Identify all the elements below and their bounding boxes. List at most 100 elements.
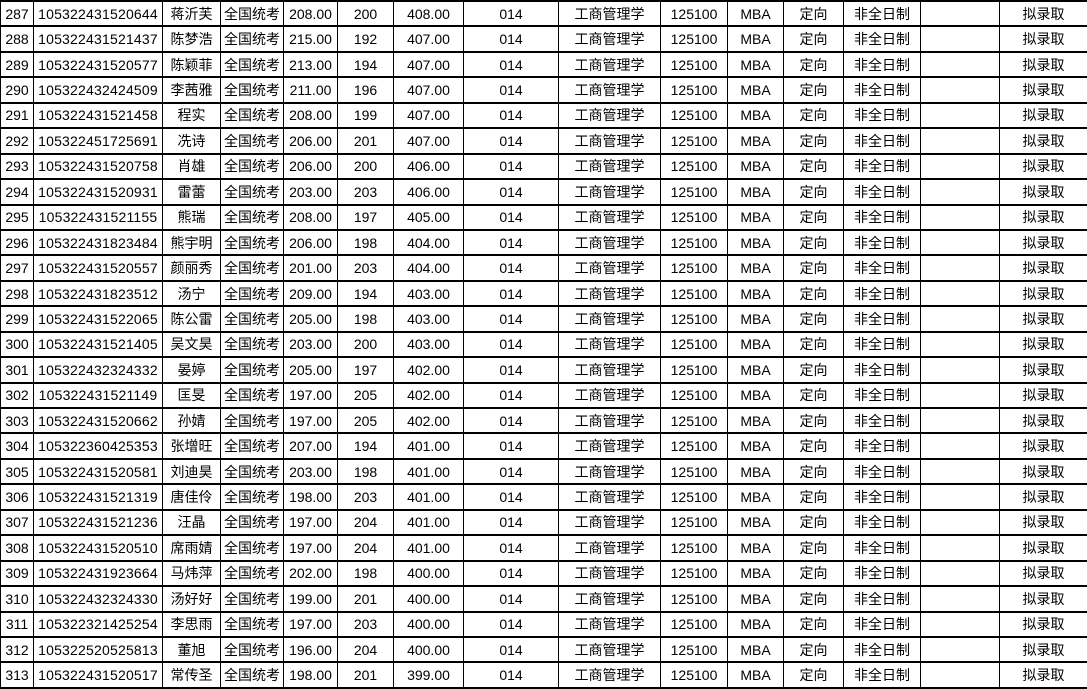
cell-total-score: 402.00 xyxy=(393,356,464,384)
cell-major-code: 125100 xyxy=(660,127,728,155)
cell-orientation: 定向 xyxy=(783,279,844,308)
cell-score-2: 197 xyxy=(337,356,394,384)
cell-total-score: 408.00 xyxy=(393,0,464,28)
cell-score-1: 198.00 xyxy=(283,661,338,689)
cell-name: 陈颖菲 xyxy=(162,50,221,79)
cell-candidate-id: 105322431520577 xyxy=(33,50,163,79)
cell-row-no: 291 xyxy=(0,101,34,130)
cell-row-no: 309 xyxy=(0,559,34,588)
cell-remark xyxy=(920,508,1000,537)
cell-dept-code: 014 xyxy=(463,279,559,308)
cell-dept-code: 014 xyxy=(463,661,559,689)
cell-exam-type: 全国统考 xyxy=(220,432,284,460)
cell-major-name: 工商管理学 xyxy=(558,101,661,130)
cell-score-1: 211.00 xyxy=(283,76,338,104)
cell-major-code: 125100 xyxy=(660,610,728,638)
cell-orientation: 定向 xyxy=(783,483,844,511)
table-row: 300 105322431521405 吴文昊 全国统考 203.00 200 403.00… xyxy=(0,330,1087,359)
cell-score-2: 201 xyxy=(337,127,394,155)
cell-orientation: 定向 xyxy=(783,534,844,562)
cell-orientation: 定向 xyxy=(783,610,844,638)
cell-row-no: 307 xyxy=(0,508,34,537)
cell-candidate-id: 105322431520931 xyxy=(33,178,163,206)
table-row: 305 105322431520581 刘迪昊 全国统考 203.00 198 401.00… xyxy=(0,457,1087,486)
cell-score-2: 205 xyxy=(337,381,394,410)
cell-major-name: 工商管理学 xyxy=(558,228,661,257)
cell-name: 汤好好 xyxy=(162,585,221,613)
cell-total-score: 404.00 xyxy=(393,228,464,257)
cell-study-mode: 非全日制 xyxy=(843,228,921,257)
cell-major-name: 工商管理学 xyxy=(558,559,661,588)
cell-row-no: 303 xyxy=(0,406,34,435)
cell-row-no: 310 xyxy=(0,585,34,613)
cell-major-name: 工商管理学 xyxy=(558,356,661,384)
cell-remark xyxy=(920,635,1000,664)
cell-candidate-id: 105322431520662 xyxy=(33,406,163,435)
cell-admission-status: 拟录取 xyxy=(999,279,1087,308)
cell-name: 熊瑞 xyxy=(162,203,221,231)
cell-orientation: 定向 xyxy=(783,635,844,664)
cell-exam-type: 全国统考 xyxy=(220,406,284,435)
cell-orientation: 定向 xyxy=(783,25,844,53)
cell-study-mode: 非全日制 xyxy=(843,661,921,689)
cell-major-name: 工商管理学 xyxy=(558,381,661,410)
cell-dept-code: 014 xyxy=(463,152,559,181)
cell-admission-status: 拟录取 xyxy=(999,76,1087,104)
cell-candidate-id: 105322451725691 xyxy=(33,127,163,155)
cell-row-no: 288 xyxy=(0,25,34,53)
table-row: 296 105322431823484 熊宇明 全国统考 206.00 198 404.00… xyxy=(0,228,1087,257)
cell-exam-type: 全国统考 xyxy=(220,50,284,79)
cell-candidate-id: 105322432324332 xyxy=(33,356,163,384)
cell-orientation: 定向 xyxy=(783,127,844,155)
cell-score-1: 203.00 xyxy=(283,457,338,486)
cell-major-code: 125100 xyxy=(660,0,728,28)
cell-major-code: 125100 xyxy=(660,585,728,613)
cell-major-code: 125100 xyxy=(660,203,728,231)
cell-row-no: 305 xyxy=(0,457,34,486)
cell-remark xyxy=(920,559,1000,588)
cell-candidate-id: 105322432424509 xyxy=(33,76,163,104)
cell-major-code: 125100 xyxy=(660,152,728,181)
table-row: 301 105322432324332 晏婷 全国统考 205.00 197 402.00 0… xyxy=(0,356,1087,384)
cell-name: 匡旻 xyxy=(162,381,221,410)
table-row: 304 105322360425353 张增旺 全国统考 207.00 194 401.00… xyxy=(0,432,1087,460)
cell-candidate-id: 105322431521319 xyxy=(33,483,163,511)
cell-score-2: 205 xyxy=(337,406,394,435)
cell-study-mode: 非全日制 xyxy=(843,483,921,511)
cell-exam-type: 全国统考 xyxy=(220,203,284,231)
cell-exam-type: 全国统考 xyxy=(220,635,284,664)
cell-exam-type: 全国统考 xyxy=(220,254,284,282)
cell-total-score: 399.00 xyxy=(393,661,464,689)
cell-dept-code: 014 xyxy=(463,610,559,638)
cell-name: 刘迪昊 xyxy=(162,457,221,486)
cell-study-mode: 非全日制 xyxy=(843,432,921,460)
cell-remark xyxy=(920,203,1000,231)
cell-remark xyxy=(920,432,1000,460)
cell-total-score: 407.00 xyxy=(393,127,464,155)
cell-dept-code: 014 xyxy=(463,178,559,206)
cell-program: MBA xyxy=(727,610,784,638)
cell-admission-status: 拟录取 xyxy=(999,534,1087,562)
cell-program: MBA xyxy=(727,330,784,359)
cell-score-1: 198.00 xyxy=(283,483,338,511)
cell-remark xyxy=(920,305,1000,333)
cell-remark xyxy=(920,381,1000,410)
cell-admission-status: 拟录取 xyxy=(999,228,1087,257)
cell-major-name: 工商管理学 xyxy=(558,178,661,206)
cell-total-score: 404.00 xyxy=(393,254,464,282)
cell-candidate-id: 105322431520510 xyxy=(33,534,163,562)
cell-major-code: 125100 xyxy=(660,76,728,104)
cell-study-mode: 非全日制 xyxy=(843,534,921,562)
cell-name: 席雨婧 xyxy=(162,534,221,562)
cell-dept-code: 014 xyxy=(463,305,559,333)
cell-major-name: 工商管理学 xyxy=(558,127,661,155)
cell-score-1: 196.00 xyxy=(283,635,338,664)
cell-total-score: 406.00 xyxy=(393,152,464,181)
cell-major-name: 工商管理学 xyxy=(558,25,661,53)
table-row: 303 105322431520662 孙婧 全国统考 197.00 205 402.00 0… xyxy=(0,406,1087,435)
cell-program: MBA xyxy=(727,101,784,130)
cell-program: MBA xyxy=(727,0,784,28)
cell-candidate-id: 105322431522065 xyxy=(33,305,163,333)
cell-study-mode: 非全日制 xyxy=(843,381,921,410)
cell-exam-type: 全国统考 xyxy=(220,25,284,53)
